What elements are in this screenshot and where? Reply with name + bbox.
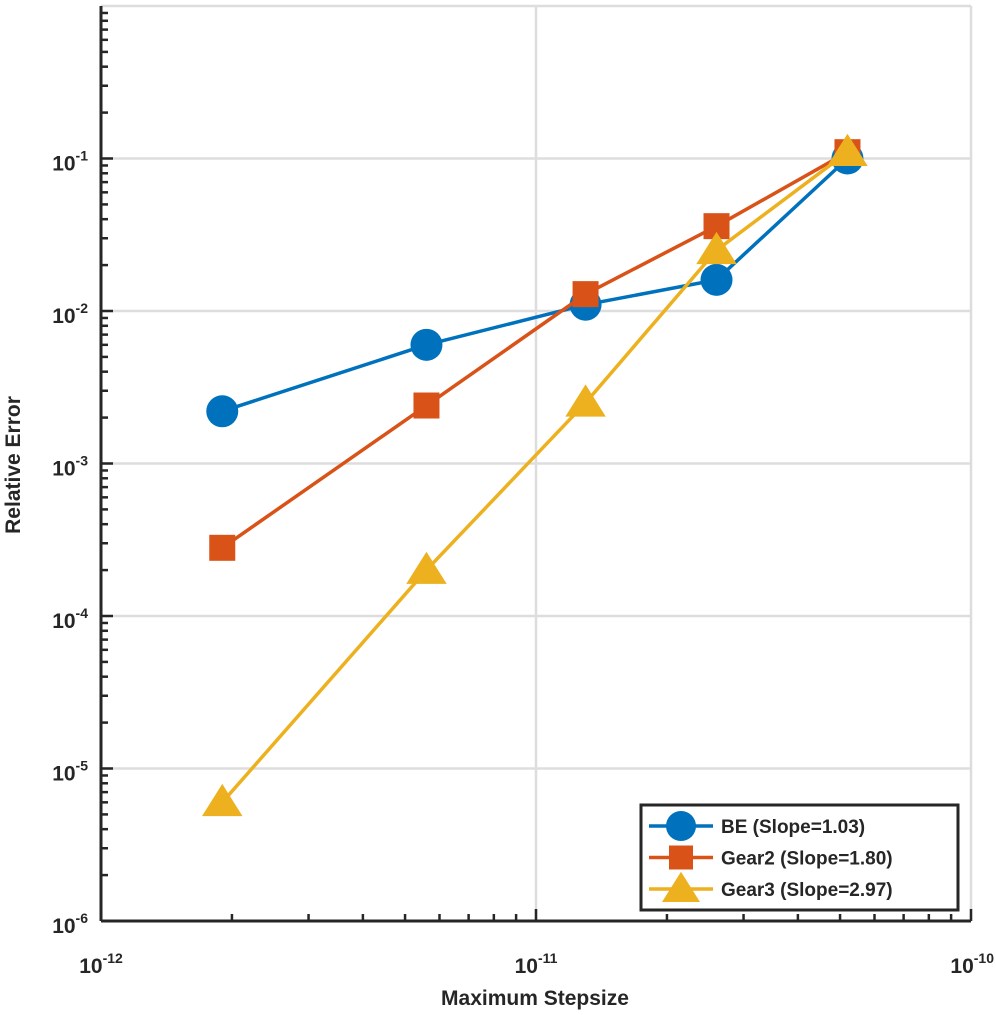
- tick-exponent: -2: [76, 300, 89, 316]
- y-tick-label: 10-1: [52, 148, 88, 176]
- y-tick-label: 10-5: [52, 758, 88, 786]
- data-point: [666, 811, 696, 841]
- data-point: [565, 384, 606, 417]
- legend-label: BE (Slope=1.03): [721, 817, 865, 838]
- tick-base: 10: [52, 915, 75, 938]
- series-layer: [202, 133, 868, 817]
- tick-base: 10: [52, 458, 75, 481]
- data-point: [827, 133, 868, 166]
- tick-label-text: 10-5: [52, 758, 88, 786]
- tick-base: 10: [52, 610, 75, 633]
- data-point: [696, 231, 737, 265]
- tick-exponent: -5: [76, 758, 89, 774]
- data-point: [413, 392, 440, 419]
- tick-label-text: 10-4: [52, 605, 88, 633]
- legend-label: Gear3 (Slope=2.97): [721, 880, 893, 901]
- tick-base: 10: [79, 955, 102, 978]
- data-point: [669, 845, 693, 870]
- tick-exponent: -6: [76, 910, 89, 926]
- tick-exponent: -10: [974, 950, 994, 966]
- data-point: [700, 263, 733, 296]
- tick-base: 10: [515, 955, 538, 978]
- data-point: [406, 551, 447, 584]
- data-point: [206, 395, 239, 428]
- data-point: [202, 783, 243, 817]
- y-tick-label: 10-4: [52, 605, 88, 633]
- legend-item: Gear2 (Slope=1.80): [649, 845, 893, 870]
- tick-exponent: -1: [76, 148, 89, 164]
- tick-exponent: -3: [76, 453, 89, 469]
- legend-item: Gear3 (Slope=2.97): [649, 871, 893, 902]
- legend-label: Gear2 (Slope=1.80): [721, 849, 893, 870]
- data-point: [410, 328, 443, 361]
- tick-label-text: 10-6: [52, 910, 88, 938]
- legend-item: BE (Slope=1.03): [649, 811, 865, 841]
- tick-label-text: 10-2: [52, 300, 88, 328]
- tick-label-text: 10-11: [515, 950, 558, 978]
- tick-exponent: -11: [538, 950, 558, 966]
- tick-base: 10: [950, 955, 973, 978]
- data-point: [209, 534, 236, 561]
- data-point: [662, 871, 700, 902]
- tick-base: 10: [52, 153, 75, 176]
- tick-label-text: 10-1: [52, 148, 88, 176]
- tick-label-text: 10-10: [950, 950, 994, 978]
- series-3: [202, 133, 868, 817]
- legend: BE (Slope=1.03) Gear2 (Slope=1.80) Gear3 (…: [639, 803, 960, 912]
- x-axis-label: Maximum Stepsize: [441, 987, 629, 1010]
- tick-base: 10: [52, 305, 75, 328]
- x-tick-label: 10-11: [515, 950, 558, 978]
- x-tick-label: 10-10: [950, 950, 994, 978]
- y-tick-label: 10-6: [52, 910, 88, 938]
- y-axis-label: Relative Error: [2, 396, 25, 534]
- tick-label-text: 10-12: [79, 950, 123, 978]
- data-point: [572, 281, 599, 308]
- tick-base: 10: [52, 763, 75, 786]
- tick-label-text: 10-3: [52, 453, 88, 481]
- y-tick-label: 10-3: [52, 453, 88, 481]
- tick-exponent: -12: [103, 950, 123, 966]
- y-tick-label: 10-2: [52, 300, 88, 328]
- x-tick-label: 10-12: [79, 950, 123, 978]
- tick-exponent: -4: [76, 605, 89, 621]
